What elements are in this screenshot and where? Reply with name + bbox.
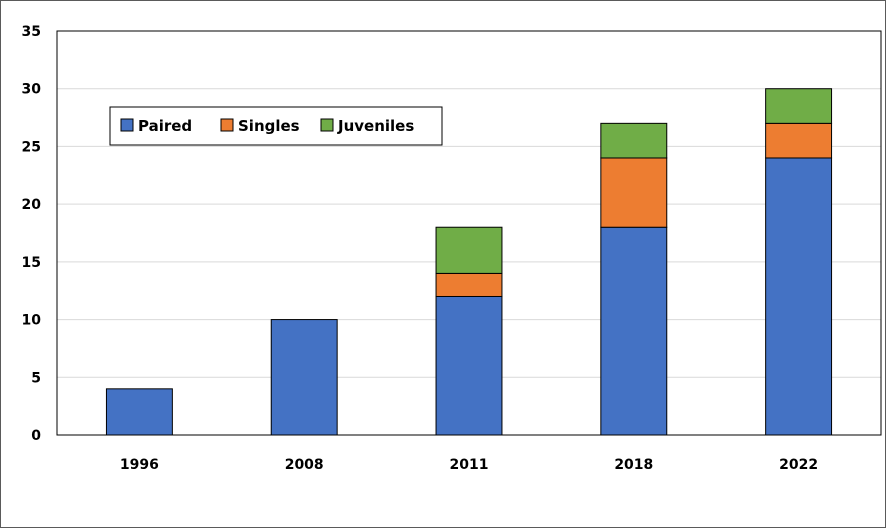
bar-juveniles-2022 bbox=[765, 88, 833, 124]
bar-juveniles-2018 bbox=[600, 122, 668, 159]
legend-label-singles: Singles bbox=[238, 117, 300, 135]
legend-box bbox=[109, 106, 443, 146]
x-tick-label: 2022 bbox=[779, 457, 818, 473]
legend-label-paired: Paired bbox=[138, 117, 192, 135]
x-tick-label: 1996 bbox=[120, 457, 159, 473]
y-tick-label: 20 bbox=[22, 197, 42, 213]
y-tick-label: 5 bbox=[31, 370, 41, 386]
y-tick-label: 25 bbox=[22, 139, 41, 155]
bar-juveniles-2011 bbox=[435, 226, 503, 274]
x-axis-tick-labels: 1996 2008 2011 2018 2022 bbox=[120, 457, 818, 473]
bar-paired-2022 bbox=[765, 157, 833, 436]
bars bbox=[105, 88, 833, 436]
bar-paired-2018 bbox=[600, 226, 668, 436]
bar-paired-2011 bbox=[435, 295, 503, 436]
bar-paired-1996 bbox=[105, 388, 173, 436]
x-tick-label: 2011 bbox=[450, 457, 489, 473]
legend-swatch-juveniles bbox=[320, 118, 334, 132]
y-axis-tick-labels: 0 5 10 15 20 25 30 35 bbox=[22, 24, 42, 444]
bar-singles-2011 bbox=[435, 272, 503, 297]
y-tick-label: 30 bbox=[22, 82, 42, 98]
plot-area-border bbox=[56, 30, 882, 436]
bar-singles-2018 bbox=[600, 157, 668, 228]
x-tick-label: 2018 bbox=[614, 457, 653, 473]
legend-label-juveniles: Juveniles bbox=[337, 117, 414, 135]
y-tick-label: 15 bbox=[22, 255, 41, 271]
x-tick-label: 2008 bbox=[285, 457, 324, 473]
y-tick-label: 35 bbox=[22, 24, 41, 40]
legend-swatch-paired bbox=[120, 118, 134, 132]
legend: Paired Singles Juveniles bbox=[109, 106, 443, 146]
y-tick-label: 10 bbox=[22, 313, 42, 329]
legend-swatch-singles bbox=[220, 118, 234, 132]
bar-paired-2008 bbox=[270, 319, 338, 436]
y-tick-label: 0 bbox=[31, 428, 41, 444]
axes bbox=[56, 30, 882, 436]
bar-singles-2022 bbox=[765, 122, 833, 159]
